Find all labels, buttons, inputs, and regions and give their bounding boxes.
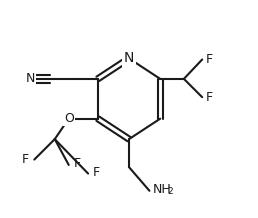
Text: O: O <box>64 112 74 125</box>
Text: N: N <box>25 72 35 85</box>
Text: F: F <box>92 166 100 179</box>
Text: 2: 2 <box>167 187 173 196</box>
Text: F: F <box>22 153 29 166</box>
Text: NH: NH <box>153 183 171 196</box>
Text: F: F <box>205 91 213 104</box>
Text: F: F <box>74 157 81 170</box>
Text: N: N <box>124 51 134 65</box>
Text: F: F <box>205 53 213 66</box>
